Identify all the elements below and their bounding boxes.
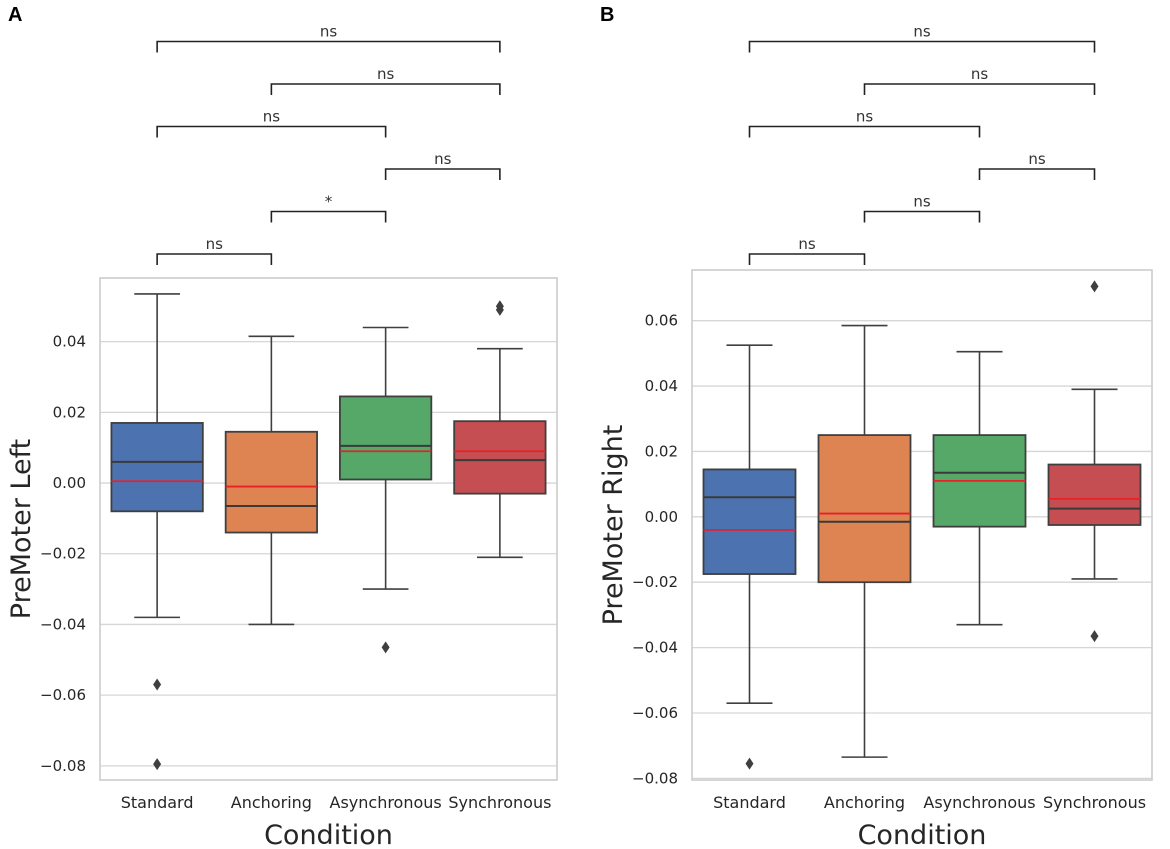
significance-bracket-b	[863, 210, 981, 223]
box-anchoring-b	[817, 434, 912, 584]
y-tick-label-b: −0.04	[632, 639, 678, 657]
outlier-point-asynchronous-a	[381, 641, 390, 654]
outlier-point-synchronous-a	[495, 300, 504, 313]
y-tick-label-a: 0.00	[53, 474, 86, 492]
box-synchronous-b	[1047, 463, 1142, 526]
significance-bracket-b	[748, 40, 1096, 53]
x-tick-label-synchronous-b: Synchronous	[1043, 793, 1146, 812]
outlier-point-synchronous-b	[1090, 630, 1099, 643]
significance-label-a: *	[325, 193, 333, 211]
y-axis-label-b: PreMoter Right	[598, 425, 629, 626]
x-tick-label-asynchronous-a: Asynchronous	[330, 793, 442, 812]
x-axis-label-a: Condition	[264, 820, 393, 849]
outlier-point-standard-a	[153, 758, 162, 771]
significance-bracket-a	[270, 83, 501, 95]
x-axis-label-b: Condition	[858, 820, 987, 849]
significance-bracket-a	[270, 210, 387, 223]
significance-label-b: ns	[1028, 150, 1046, 168]
significance-bracket-a	[156, 125, 387, 138]
outlier-point-synchronous-b	[1090, 280, 1099, 293]
y-tick-label-b: −0.06	[632, 704, 678, 722]
significance-bracket-b	[748, 253, 866, 265]
y-tick-label-b: 0.00	[645, 508, 678, 526]
x-tick-label-anchoring-a: Anchoring	[231, 793, 312, 812]
significance-label-a: ns	[434, 150, 452, 168]
plot-frame-a	[99, 277, 558, 781]
outlier-point-standard-a	[153, 678, 162, 691]
y-tick-label-b: 0.06	[645, 312, 678, 330]
significance-label-b: ns	[856, 108, 874, 126]
significance-bracket-b	[863, 83, 1096, 95]
significance-bracket-a	[156, 253, 273, 265]
box-standard-a	[110, 422, 204, 513]
significance-label-b: ns	[913, 23, 931, 41]
y-tick-label-b: 0.02	[645, 442, 678, 460]
panel-label-b: B	[600, 4, 615, 26]
x-tick-label-standard-b: Standard	[713, 793, 786, 812]
y-tick-label-a: 0.04	[53, 333, 86, 351]
y-axis-label-a: PreMoter Left	[6, 439, 37, 619]
box-asynchronous-a	[339, 395, 433, 481]
significance-label-a: ns	[320, 23, 338, 41]
y-tick-label-a: −0.04	[40, 615, 86, 633]
box-anchoring-a	[224, 430, 318, 534]
significance-label-b: ns	[798, 235, 816, 253]
significance-bracket-b	[978, 168, 1096, 180]
significance-label-b: ns	[971, 65, 989, 83]
significance-label-a: ns	[263, 108, 281, 126]
y-tick-label-a: −0.02	[40, 545, 86, 563]
box-standard-b	[702, 468, 797, 575]
y-tick-label-a: 0.02	[53, 403, 86, 421]
box-synchronous-a	[453, 420, 547, 495]
y-tick-label-a: −0.06	[40, 686, 86, 704]
y-tick-label-a: −0.08	[40, 757, 86, 775]
y-tick-label-b: −0.02	[632, 573, 678, 591]
significance-bracket-a	[384, 168, 501, 180]
x-tick-label-synchronous-a: Synchronous	[448, 793, 551, 812]
plot-frame-b	[691, 269, 1153, 781]
significance-bracket-b	[748, 125, 981, 138]
panel-label-a: A	[8, 4, 23, 26]
y-tick-label-b: 0.04	[645, 377, 678, 395]
significance-bracket-a	[156, 40, 501, 53]
outlier-point-standard-b	[745, 757, 754, 770]
y-tick-label-b: −0.08	[632, 769, 678, 787]
x-tick-label-asynchronous-b: Asynchronous	[923, 793, 1035, 812]
significance-label-a: ns	[206, 235, 224, 253]
x-tick-label-standard-a: Standard	[121, 793, 194, 812]
x-tick-label-anchoring-b: Anchoring	[824, 793, 905, 812]
significance-label-a: ns	[377, 65, 395, 83]
significance-label-b: ns	[913, 193, 931, 211]
